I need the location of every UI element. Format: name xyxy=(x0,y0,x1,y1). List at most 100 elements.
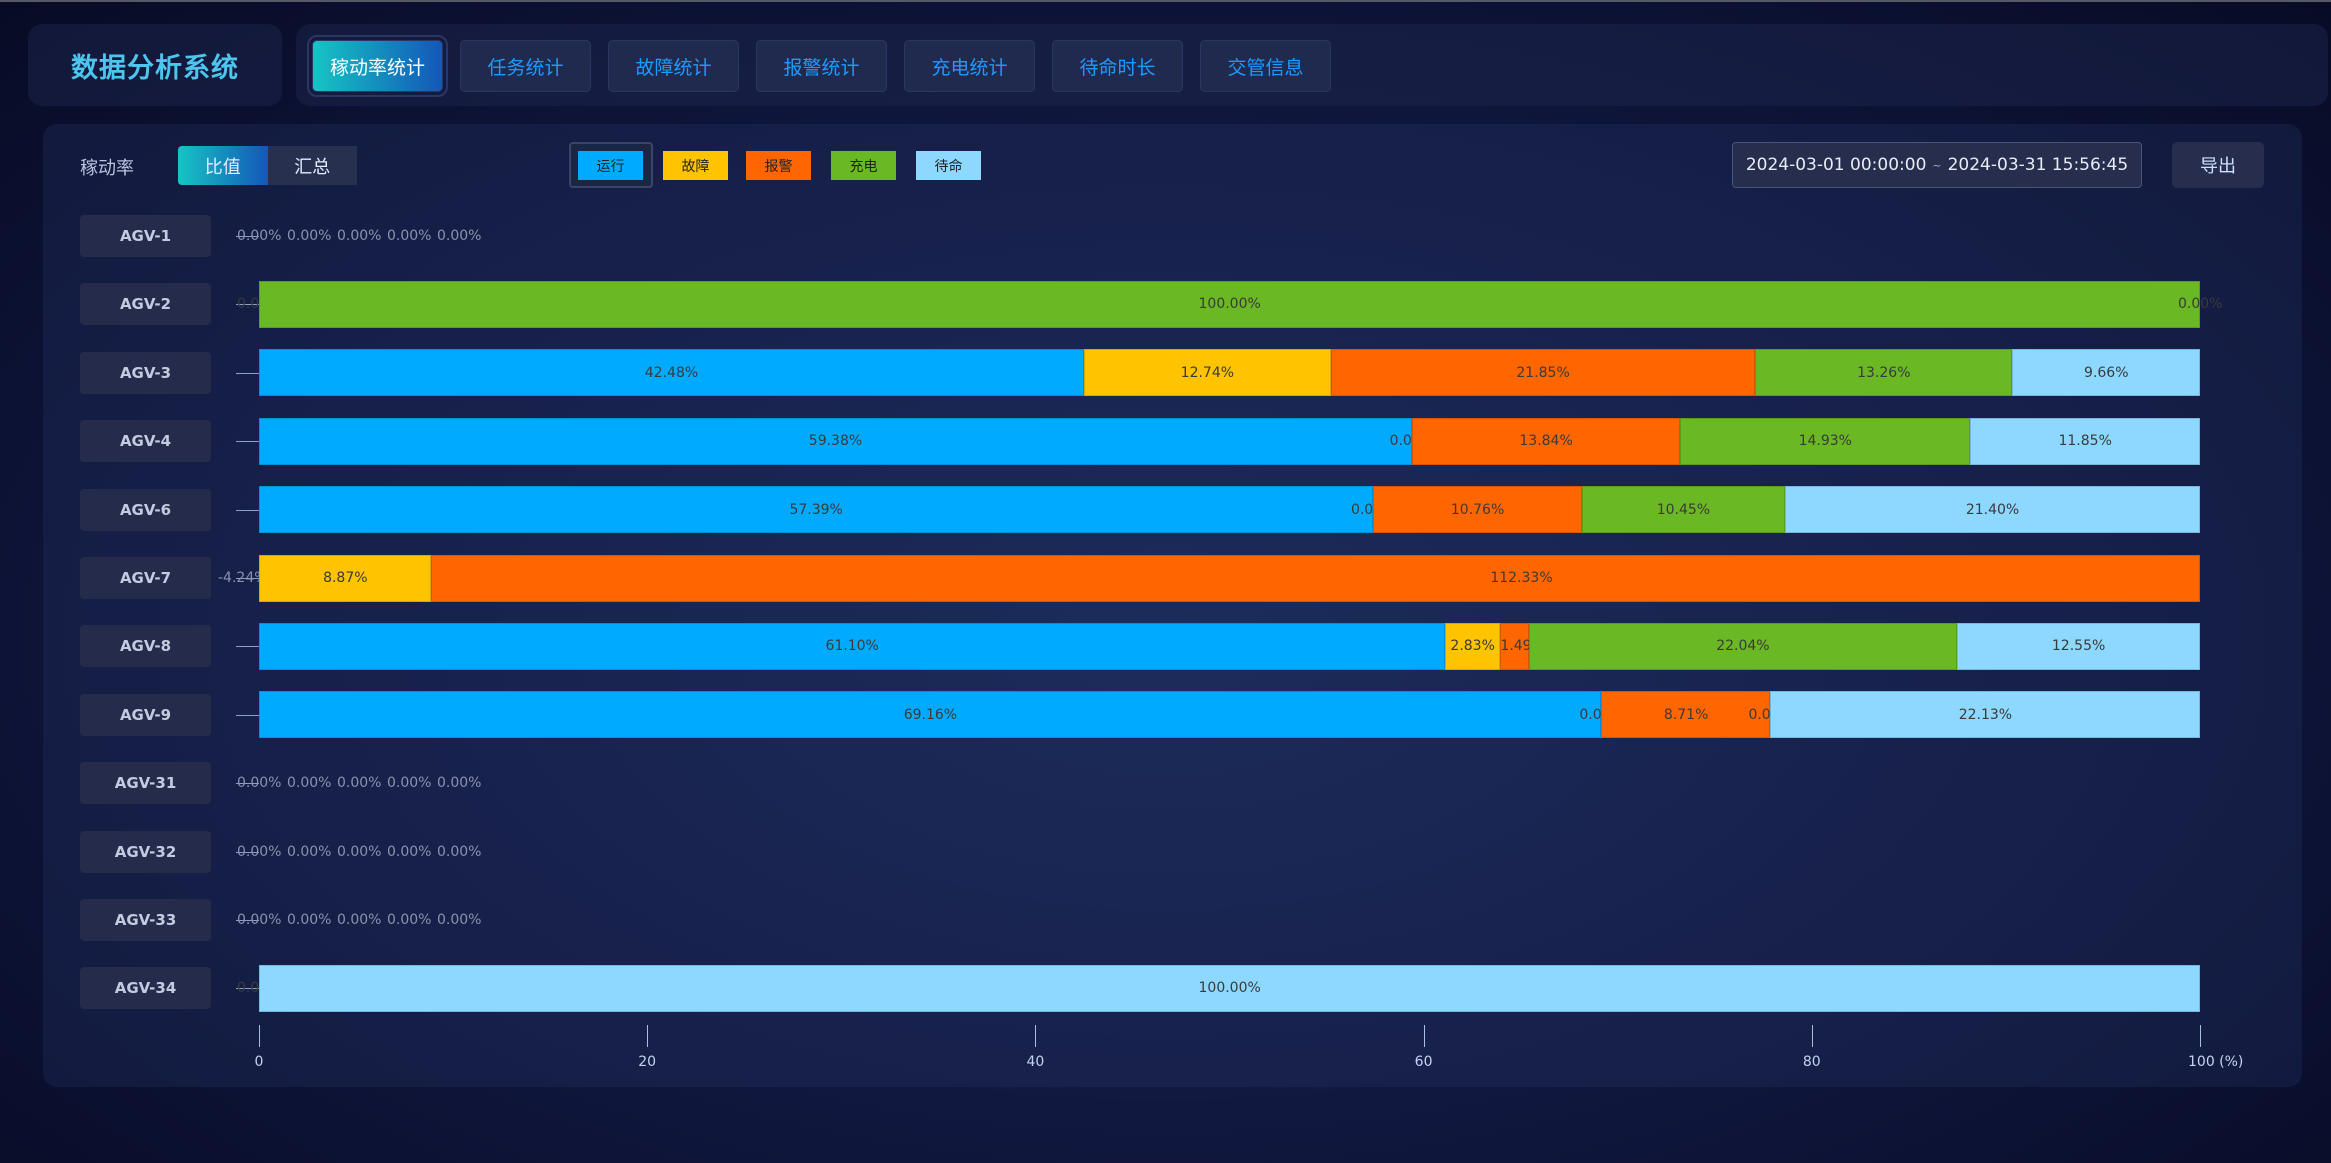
bar-data-label: -4.24% xyxy=(218,570,268,586)
bar-segment-3[interactable] xyxy=(1528,622,1957,670)
y-axis-tick xyxy=(236,578,259,579)
x-axis-tick xyxy=(2200,1025,2201,1047)
tab-2[interactable]: 故障统计 xyxy=(608,40,739,92)
x-axis-label: 80 xyxy=(1802,1054,1821,1070)
legend-item-2[interactable]: 报警 xyxy=(746,151,811,180)
row-label: AGV-4 xyxy=(80,420,211,463)
x-axis-label: 40 xyxy=(1026,1054,1045,1070)
bar-segment-4[interactable] xyxy=(1969,417,2200,465)
row-label: AGV-8 xyxy=(80,625,211,668)
bar-data-label: 112.33% xyxy=(1490,570,1553,586)
bar-data-label: 0.00% xyxy=(437,843,482,860)
bar-segment-1[interactable] xyxy=(1083,349,1331,397)
bar-segment-2[interactable] xyxy=(1601,691,1771,739)
x-axis-label: 0 xyxy=(254,1054,264,1070)
bar-data-label: 0.00% xyxy=(337,775,382,792)
bar-data-label: 22.04% xyxy=(1716,638,1770,655)
bar-data-label: 11.85% xyxy=(2058,433,2112,450)
bar-data-label: 59.38% xyxy=(808,433,863,450)
bar-segment-4[interactable] xyxy=(259,964,2200,1012)
row-label: AGV-2 xyxy=(80,283,211,326)
bar-data-label: 12.55% xyxy=(2051,638,2106,655)
row-label: AGV-33 xyxy=(80,899,211,941)
tab-1[interactable]: 任务统计 xyxy=(460,40,591,92)
bar-segment-3[interactable] xyxy=(259,280,2200,328)
y-axis-tick xyxy=(236,509,259,511)
y-axis-tick xyxy=(236,920,259,921)
bar-data-label: 100.00% xyxy=(1198,980,1261,997)
bar-data-label: 0.00% xyxy=(387,228,432,244)
bar-segment-0[interactable] xyxy=(259,349,1084,397)
logo-box: 数据分析系统 xyxy=(28,24,282,106)
bar-data-label: 0.00% xyxy=(237,228,282,244)
export-button[interactable]: 导出 xyxy=(2172,142,2264,188)
bar-data-label: 0.00% xyxy=(237,843,282,860)
metric-label: 稼动率 xyxy=(80,158,134,179)
bar-data-label: 61.10% xyxy=(825,638,879,655)
tab-4[interactable]: 充电统计 xyxy=(904,40,1035,92)
tab-3[interactable]: 报警统计 xyxy=(756,40,887,92)
bar-data-label: 0.00% xyxy=(237,912,282,928)
bar-segment-4[interactable] xyxy=(1770,691,2200,739)
legend-item-4[interactable]: 待命 xyxy=(916,151,981,180)
bar-segment-2[interactable] xyxy=(1411,417,1681,465)
tab-5[interactable]: 待命时长 xyxy=(1052,40,1183,92)
bar-data-label: 0.00% xyxy=(287,228,332,244)
bar-segment-3[interactable] xyxy=(1754,349,2013,397)
bar-segment-2[interactable] xyxy=(431,554,2200,602)
bar-data-label: 57.39% xyxy=(789,501,843,518)
x-axis-label: 100 (%) xyxy=(2188,1054,2244,1070)
bar-data-label: 21.40% xyxy=(1965,501,2020,518)
bar-segment-0[interactable] xyxy=(259,486,1373,534)
legend-item-0[interactable]: 运行 xyxy=(578,151,643,180)
y-axis-tick xyxy=(236,851,259,853)
y-axis-tick xyxy=(236,783,259,785)
bar-data-label: 0.00% xyxy=(337,228,382,244)
x-axis-tick xyxy=(647,1025,649,1047)
y-axis-tick xyxy=(236,236,259,237)
toggle-ratio[interactable]: 比值 xyxy=(178,146,268,185)
bar-data-label: 42.48% xyxy=(644,364,699,381)
main-panel xyxy=(43,124,2302,1087)
bar-data-label: 13.26% xyxy=(1857,364,1911,381)
bar-segment-0[interactable] xyxy=(259,691,1602,739)
tab-6[interactable]: 交管信息 xyxy=(1200,40,1331,92)
bar-segment-4[interactable] xyxy=(1956,622,2200,670)
tab-0[interactable]: 稼动率统计 xyxy=(307,35,448,97)
bar-data-label: 0.00% xyxy=(387,775,432,792)
bar-segment-4[interactable] xyxy=(2012,349,2200,397)
bar-segment-2[interactable] xyxy=(1330,349,1755,397)
bar-segment-4[interactable] xyxy=(1784,486,2200,534)
bar-segment-1[interactable] xyxy=(259,554,432,602)
row-label: AGV-1 xyxy=(80,215,211,257)
x-axis-label: 20 xyxy=(638,1054,657,1070)
bar-segment-1[interactable] xyxy=(1444,622,1500,670)
bar-segment-3[interactable] xyxy=(1581,486,1785,534)
bar-segment-2[interactable] xyxy=(1372,486,1582,534)
legend-item-3[interactable]: 充电 xyxy=(831,151,896,180)
toggle-summary[interactable]: 汇总 xyxy=(267,146,357,185)
bar-segment-2[interactable] xyxy=(1499,622,1529,670)
legend-item-1[interactable]: 故障 xyxy=(663,151,728,180)
row-label: AGV-6 xyxy=(80,488,211,531)
bar-data-label: 0.00% xyxy=(337,843,382,860)
row-label: AGV-34 xyxy=(80,967,211,1010)
bar-data-label: 0.00% xyxy=(337,912,382,928)
bar-data-label: 14.93% xyxy=(1798,433,1852,450)
bar-data-label: 0.00% xyxy=(387,843,432,860)
nav-bar: 稼动率统计 任务统计 故障统计 报警统计 充电统计 待命时长 交管信息 xyxy=(296,24,2328,106)
bar-data-label: 8.87% xyxy=(323,570,368,586)
date-range-picker[interactable]: 2024-03-01 00:00:00 ~ 2024-03-31 15:56:4… xyxy=(1732,142,2142,188)
date-start: 2024-03-01 00:00:00 xyxy=(1745,155,1927,175)
bar-data-label: 0.00% xyxy=(287,843,332,860)
row-label: AGV-31 xyxy=(80,762,211,805)
row-label: AGV-3 xyxy=(80,351,211,394)
bar-segment-0[interactable] xyxy=(259,417,1412,465)
bar-data-label: 100.00% xyxy=(1198,296,1261,313)
bar-segment-3[interactable] xyxy=(1680,417,1970,465)
bar-data-label: 0.00% xyxy=(387,912,432,928)
bar-data-label: 0.00% xyxy=(437,912,482,928)
bar-segment-0[interactable] xyxy=(259,622,1445,670)
bar-data-label: 0.00% xyxy=(287,775,332,792)
bar-data-label: 0.00% xyxy=(287,912,332,928)
